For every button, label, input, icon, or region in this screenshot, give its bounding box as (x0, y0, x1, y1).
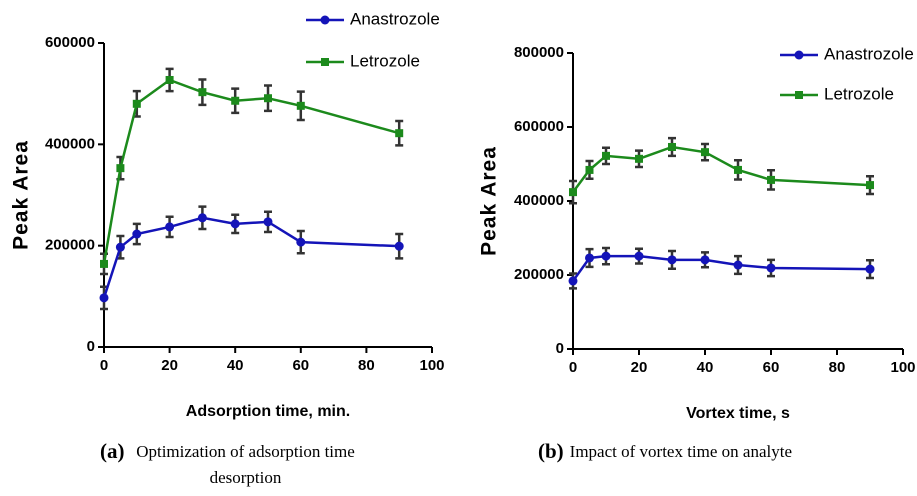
marker (602, 151, 610, 160)
marker (296, 101, 305, 110)
y-axis-label: Peak Area (478, 146, 501, 256)
x-tick-label: 40 (697, 359, 714, 376)
x-tick-label: 100 (890, 359, 915, 376)
legend-marker (321, 58, 329, 66)
marker (634, 251, 644, 261)
x-axis-label: Adsorption time, min. (186, 403, 350, 420)
marker (865, 264, 875, 274)
y-tick-label: 200000 (514, 266, 564, 283)
marker (668, 142, 676, 151)
marker (115, 242, 125, 252)
marker (197, 213, 207, 223)
marker (395, 129, 404, 138)
caption-b: (b) Impact of vortex time on analyte (538, 440, 792, 465)
legend-label: Letrozole (824, 84, 894, 103)
y-tick-label: 600000 (514, 118, 564, 135)
marker (165, 75, 174, 84)
x-tick-label: 100 (419, 357, 444, 374)
marker (230, 219, 240, 229)
y-axis-label: Peak Area (10, 140, 33, 250)
marker (866, 181, 874, 190)
y-tick-label: 400000 (514, 192, 564, 209)
marker (231, 96, 240, 105)
y-tick-label: 600000 (45, 34, 95, 51)
y-tick-label: 800000 (514, 44, 564, 61)
marker (767, 175, 775, 184)
caption-label: (a) (100, 439, 125, 463)
marker (99, 293, 109, 303)
x-tick-label: 20 (161, 357, 178, 374)
series-line (102, 216, 400, 299)
marker (601, 251, 611, 261)
marker (585, 253, 594, 263)
x-tick-label: 60 (763, 359, 780, 376)
x-tick-label: 60 (292, 357, 309, 374)
marker (132, 229, 142, 239)
caption-label: (b) (538, 439, 564, 463)
y-tick-label: 0 (556, 340, 564, 357)
marker (165, 222, 175, 232)
legend-label: Anastrozole (350, 9, 440, 28)
marker (667, 255, 677, 265)
caption-text: Impact of vortex time on analyte (569, 442, 793, 461)
y-tick-label: 400000 (45, 135, 95, 152)
marker (132, 99, 141, 108)
x-axis-label: Vortex time, s (686, 405, 790, 422)
x-tick-label: 0 (569, 359, 577, 376)
x-tick-label: 20 (631, 359, 648, 376)
x-tick-label: 40 (227, 357, 244, 374)
legend-marker (794, 50, 804, 60)
marker (568, 276, 578, 286)
legend-marker (795, 91, 803, 99)
marker (701, 148, 709, 157)
x-tick-label: 80 (358, 357, 375, 374)
marker (734, 165, 742, 174)
caption-a: (a) Optimization of adsorption time deso… (100, 440, 361, 491)
caption-text: Optimization of adsorption time desorpti… (136, 442, 355, 487)
legend-marker (320, 15, 330, 25)
legend-label: Anastrozole (824, 44, 914, 63)
marker (263, 217, 273, 227)
series-line (571, 145, 871, 193)
marker (100, 259, 108, 268)
marker (296, 237, 306, 247)
series-line (102, 78, 400, 265)
y-tick-label: 0 (87, 338, 95, 355)
marker (585, 165, 594, 174)
marker (766, 263, 776, 273)
marker (635, 154, 643, 163)
marker (198, 88, 207, 97)
series-line (571, 254, 871, 282)
marker (569, 188, 577, 197)
marker (116, 164, 125, 173)
marker (733, 260, 743, 270)
marker (700, 255, 710, 265)
marker (394, 241, 404, 251)
y-tick-label: 200000 (45, 237, 95, 254)
marker (264, 94, 272, 103)
x-tick-label: 80 (829, 359, 846, 376)
legend-label: Letrozole (350, 51, 420, 70)
x-tick-label: 0 (100, 357, 108, 374)
